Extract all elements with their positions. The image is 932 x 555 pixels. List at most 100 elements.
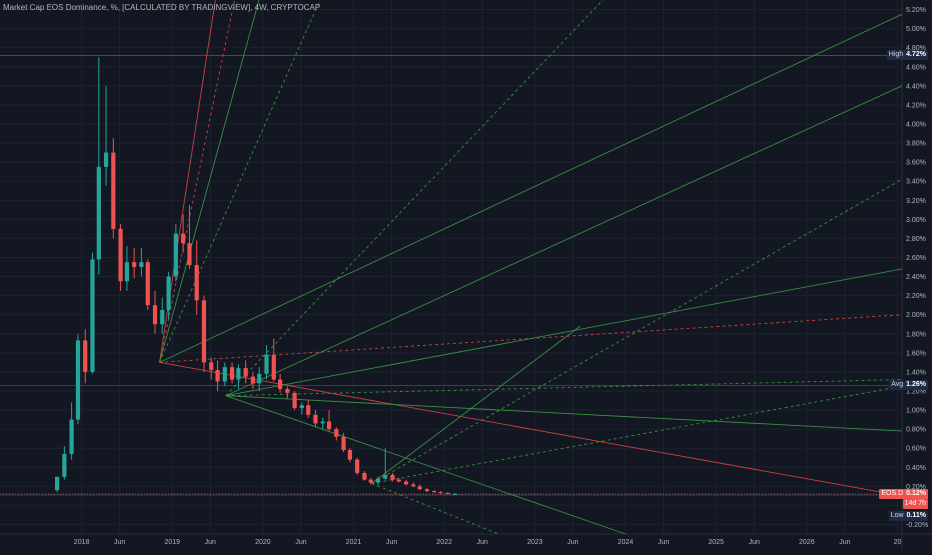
x-tick-label: Jun [205, 539, 216, 546]
fan-line [225, 0, 604, 397]
candle-body [411, 484, 416, 487]
candle-body [334, 429, 339, 437]
candle-body [69, 419, 74, 454]
fan-line [371, 325, 581, 484]
current-value: 0.12% [906, 489, 926, 497]
y-tick-label: 5.20% [906, 7, 926, 14]
candle-body [285, 389, 290, 393]
candle-body [166, 276, 171, 310]
candle-body [209, 362, 214, 370]
fan-line [225, 379, 903, 397]
candle-body [55, 476, 60, 491]
candle-body [445, 492, 450, 494]
candle-body [390, 474, 395, 480]
countdown-tag: 14d 7h [902, 498, 928, 509]
fan-line [225, 268, 903, 397]
x-tick-label: 2018 [74, 539, 90, 546]
candle-body [362, 472, 367, 480]
candle-body [368, 479, 373, 483]
fan-line [159, 0, 236, 363]
y-tick-label: 4.80% [906, 45, 926, 52]
high-tag: High 4.72% [886, 50, 928, 61]
candle-body [160, 309, 165, 325]
y-tick-label: 2.00% [906, 312, 926, 319]
current-symbol: EOS.D [881, 489, 904, 497]
candle-body [173, 233, 178, 277]
candle-body [264, 354, 269, 374]
candle-body [139, 262, 144, 267]
candle-body [229, 367, 235, 380]
y-tick-label: 3.60% [906, 160, 926, 167]
fan-line [371, 385, 903, 484]
candle-body [62, 453, 67, 477]
y-tick-label: 2.80% [906, 236, 926, 243]
candle-body [313, 414, 318, 424]
candle-body [278, 379, 283, 390]
fan-line [159, 0, 260, 363]
y-tick-label: -0.20% [906, 522, 928, 529]
y-tick-label: 3.80% [906, 141, 926, 148]
x-tick-label: 2024 [618, 539, 634, 546]
y-tick-label: 0.40% [906, 465, 926, 472]
candle-body [124, 262, 130, 282]
candle-body [292, 392, 297, 409]
candle-body [271, 354, 276, 380]
candle-body [152, 305, 158, 325]
y-tick-label: 4.20% [906, 102, 926, 109]
candle-body [194, 265, 199, 301]
fan-line [225, 85, 903, 397]
y-tick-label: 5.00% [906, 26, 926, 33]
fan-line [159, 13, 903, 363]
high-tag-value: 4.72% [906, 51, 926, 59]
high-tag-label: High [888, 51, 904, 59]
y-tick-label: 1.20% [906, 388, 926, 395]
x-tick-label: 2026 [799, 539, 815, 546]
x-tick-label: Jun [477, 539, 488, 546]
candle-body [215, 369, 220, 382]
x-tick-label: Jun [386, 539, 397, 546]
candle-body [326, 421, 332, 430]
candle-body [103, 152, 109, 167]
candle-body [187, 243, 192, 266]
candle-body [145, 262, 150, 306]
candle-body [96, 166, 101, 260]
candle-body [432, 491, 437, 493]
y-tick-label: 2.40% [906, 274, 926, 281]
candle-body [201, 300, 207, 363]
x-tick-label: Jun [749, 539, 760, 546]
candle-body [347, 450, 353, 460]
candle-body [75, 340, 81, 420]
y-tick-label: 1.80% [906, 331, 926, 338]
x-tick-label: Jun [295, 539, 306, 546]
candle-body [236, 368, 241, 380]
x-tick-label: 2023 [527, 539, 543, 546]
fan-line [225, 395, 903, 432]
y-tick-label: 2.20% [906, 293, 926, 300]
candle-body [222, 367, 227, 382]
x-tick-label: 2020 [255, 539, 271, 546]
y-tick-label: 0.80% [906, 427, 926, 434]
chart-interval: 4W [254, 3, 267, 12]
avg-tag-label: Avg [891, 381, 904, 389]
current-price-tag: EOS.D 0.12% [879, 488, 928, 499]
avg-tag: Avg 1.26% [889, 380, 928, 391]
y-tick-label: 0.60% [906, 446, 926, 453]
candle-body [181, 233, 186, 244]
candle-body [396, 479, 401, 482]
candle-body [111, 152, 116, 229]
fan-line [225, 395, 626, 535]
countdown-value: 14d 7h [904, 499, 926, 507]
candle-body [250, 376, 256, 384]
y-tick-label: 1.00% [906, 408, 926, 415]
candle-body [306, 405, 311, 415]
x-tick-label: 2019 [164, 539, 180, 546]
fan-line [159, 314, 903, 363]
y-tick-label: 1.40% [906, 369, 926, 376]
fan-line [371, 178, 903, 484]
candle-body [341, 436, 346, 451]
chart-subtitle-source: [CALCULATED BY TRADINGVIEW] [122, 3, 251, 12]
candle-body [375, 478, 381, 483]
candle-body [424, 489, 430, 492]
y-tick-label: 4.60% [906, 64, 926, 71]
